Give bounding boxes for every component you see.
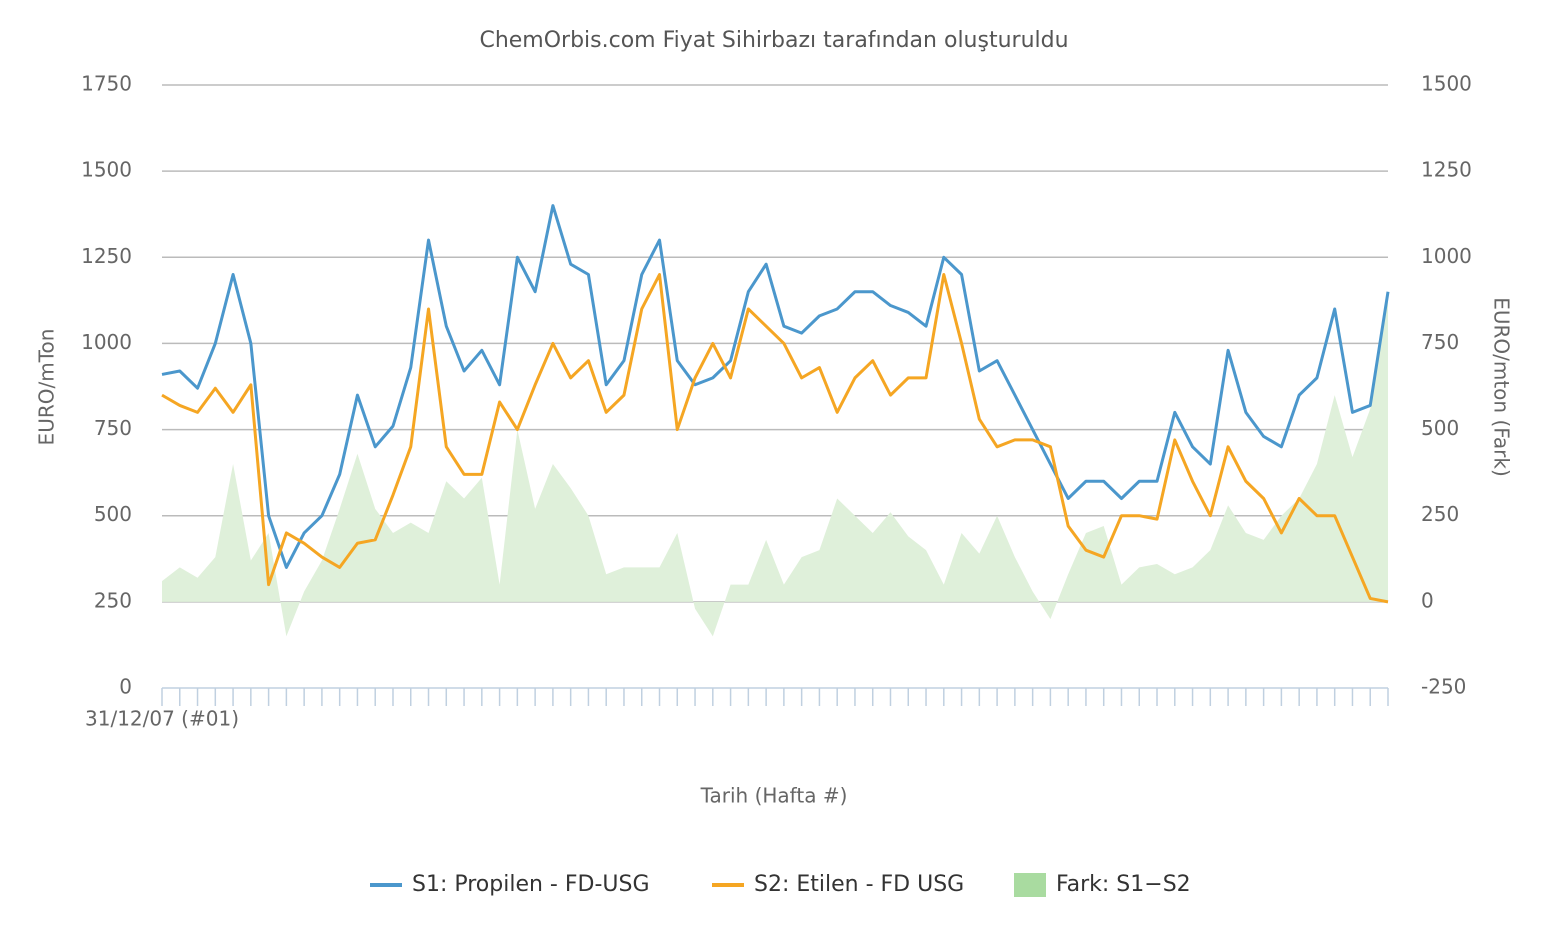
y-tick-label: 750 bbox=[94, 416, 132, 440]
y-axis-title: EURO/mTon bbox=[35, 329, 59, 446]
line bbox=[161, 273, 1389, 604]
y-tick-label: 1500 bbox=[81, 158, 132, 182]
y2-tick-label: 750 bbox=[1421, 330, 1459, 354]
legend-label: Fark: S1−S2 bbox=[1056, 872, 1191, 897]
y-tick-label: 1000 bbox=[81, 330, 132, 354]
y2-tick-label: 250 bbox=[1421, 502, 1459, 526]
chart-title: ChemOrbis.com Fiyat Sihirbazı tarafından… bbox=[479, 28, 1068, 53]
line bbox=[161, 204, 1390, 569]
x-tick-label: 31/12/07 (#01) bbox=[85, 707, 239, 731]
y2-tick-label: 500 bbox=[1421, 416, 1459, 440]
y-tick-label: 1750 bbox=[81, 72, 132, 96]
y2-tick-label: 1500 bbox=[1421, 72, 1472, 96]
x-axis-title: Tarih (Hafta #) bbox=[700, 784, 848, 808]
y-tick-label: 0 bbox=[119, 675, 132, 699]
legend-label: S1: Propilen - FD-USG bbox=[412, 872, 650, 897]
legend-label: S2: Etilen - FD USG bbox=[754, 872, 964, 897]
area bbox=[162, 291, 1388, 637]
y-tick-label: 500 bbox=[94, 502, 132, 526]
y2-axis-title: EURO/mton (Fark) bbox=[1490, 297, 1514, 477]
y-tick-label: 1250 bbox=[81, 244, 132, 268]
y-tick-label: 250 bbox=[94, 588, 132, 612]
legend-swatch bbox=[1014, 873, 1046, 897]
y2-tick-label: 1000 bbox=[1421, 244, 1472, 268]
y2-tick-label: -250 bbox=[1421, 675, 1466, 699]
y2-tick-label: 1250 bbox=[1421, 158, 1472, 182]
y2-tick-label: 0 bbox=[1421, 588, 1434, 612]
